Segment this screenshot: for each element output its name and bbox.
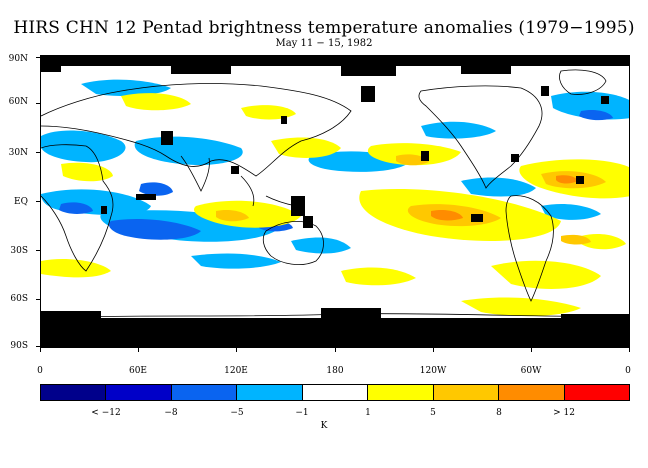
lon-tick bbox=[629, 348, 630, 352]
colorbar-segment bbox=[106, 385, 172, 400]
anomaly-positive-strong bbox=[431, 175, 578, 221]
colorbar-segment bbox=[433, 385, 500, 400]
map-title: HIRS CHN 12 Pentad brightness temperatur… bbox=[13, 18, 635, 38]
lat-label-90n: 90N bbox=[8, 54, 28, 64]
anomaly-map bbox=[40, 55, 630, 348]
colorbar-segment bbox=[41, 385, 107, 400]
colorbar-segment bbox=[237, 385, 303, 400]
lon-tick bbox=[40, 348, 41, 352]
colorbar-segment bbox=[564, 385, 629, 400]
lat-tick bbox=[36, 299, 40, 300]
lat-tick bbox=[36, 103, 40, 104]
coastlines bbox=[41, 69, 629, 319]
lon-label-360: 0 bbox=[625, 366, 631, 376]
lon-tick bbox=[335, 348, 336, 352]
anomaly-negative-medium bbox=[59, 109, 613, 240]
colorbar-label: > 12 bbox=[553, 408, 575, 418]
colorbar-unit: K bbox=[320, 421, 328, 431]
colorbar-label: 8 bbox=[496, 408, 502, 418]
lat-tick bbox=[36, 152, 40, 153]
lon-label-60e: 60E bbox=[128, 366, 148, 376]
lat-label-60n: 60N bbox=[8, 97, 28, 107]
colorbar-label: 5 bbox=[430, 408, 436, 418]
lat-tick bbox=[36, 346, 40, 347]
lat-tick bbox=[36, 250, 40, 251]
colorbar-segment bbox=[302, 385, 369, 400]
colorbar-segment bbox=[499, 385, 565, 400]
colorbar-label: −1 bbox=[295, 408, 309, 418]
lon-tick bbox=[433, 348, 434, 352]
colorbar-label: −8 bbox=[164, 408, 178, 418]
lat-label-90s: 90S bbox=[10, 341, 28, 351]
lon-tick bbox=[138, 348, 139, 352]
colorbar-segment bbox=[368, 385, 434, 400]
colorbar-label: < −12 bbox=[91, 408, 121, 418]
lon-label-0: 0 bbox=[37, 366, 43, 376]
lat-tick bbox=[36, 201, 40, 202]
colorbar-segment bbox=[171, 385, 238, 400]
lat-tick bbox=[36, 57, 40, 58]
lon-label-120e: 120E bbox=[224, 366, 248, 376]
lon-label-120w: 120W bbox=[419, 366, 447, 376]
colorbar bbox=[40, 384, 630, 401]
anomaly-field bbox=[41, 56, 629, 347]
lon-tick bbox=[236, 348, 237, 352]
missing-data bbox=[41, 56, 629, 347]
lat-label-30s: 30S bbox=[10, 246, 28, 256]
map-subtitle: May 11 − 15, 1982 bbox=[275, 38, 373, 49]
lon-label-60w: 60W bbox=[520, 366, 542, 376]
lat-label-eq: EQ bbox=[14, 197, 28, 207]
colorbar-label: −5 bbox=[230, 408, 244, 418]
lon-label-180: 180 bbox=[326, 366, 344, 376]
lat-label-30n: 30N bbox=[8, 148, 28, 158]
lat-label-60s: 60S bbox=[10, 294, 28, 304]
colorbar-label: 1 bbox=[365, 408, 371, 418]
lon-tick bbox=[531, 348, 532, 352]
